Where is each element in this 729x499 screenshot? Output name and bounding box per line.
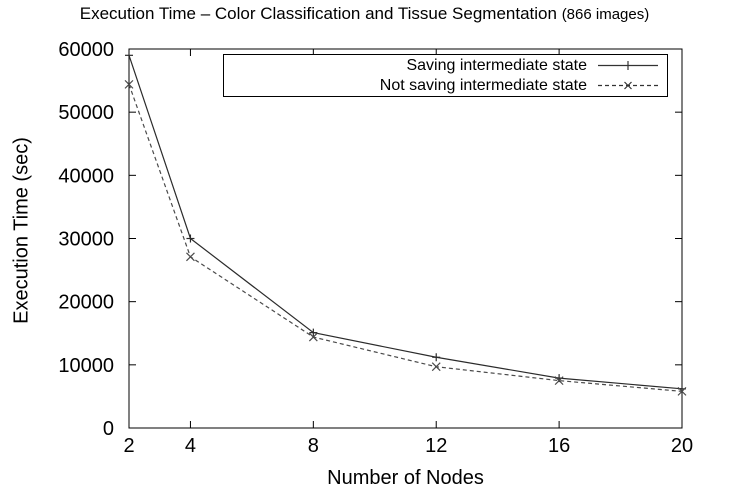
y-tick-label: 30000 [58,229,114,251]
y-tick-label: 10000 [58,355,114,377]
series-not-saving [124,79,687,396]
y-tick-label: 0 [103,418,114,440]
x-axis-title: Number of Nodes [327,467,484,489]
y-tick-label: 20000 [58,292,114,314]
chart-title: Execution Time – Color Classification an… [0,3,729,26]
legend-item-saving: Saving intermediate state [224,56,667,76]
y-axis-title: Execution Time (sec) [10,137,33,324]
x-tick-label: 8 [308,435,319,457]
legend-sample-dashed-x-icon [598,81,658,90]
x-tick-label: 16 [548,435,570,457]
y-tick-label: 60000 [58,39,114,61]
legend-label-saving: Saving intermediate state [406,56,587,74]
x-tick-label: 20 [671,435,693,457]
y-tick-label: 40000 [58,165,114,187]
y-axis-ticks: 0 10000 20000 30000 40000 50000 60000 [58,39,682,440]
x-tick-label: 4 [185,435,196,457]
legend-sample-solid-plus-icon [598,61,658,70]
x-axis-ticks: 2 4 8 12 16 20 [123,49,693,457]
legend-item-not-saving: Not saving intermediate state [224,76,667,96]
chart-title-main: Execution Time – Color Classification an… [79,4,562,23]
series-saving [125,51,686,393]
legend: Saving intermediate state Not saving int… [223,54,668,97]
chart-title-suffix: (866 images) [561,6,650,23]
x-tick-label: 2 [123,435,134,457]
axis-border [128,48,683,429]
x-tick-label: 12 [425,435,447,457]
y-tick-label: 50000 [58,102,114,124]
legend-label-not-saving: Not saving intermediate state [379,76,587,94]
